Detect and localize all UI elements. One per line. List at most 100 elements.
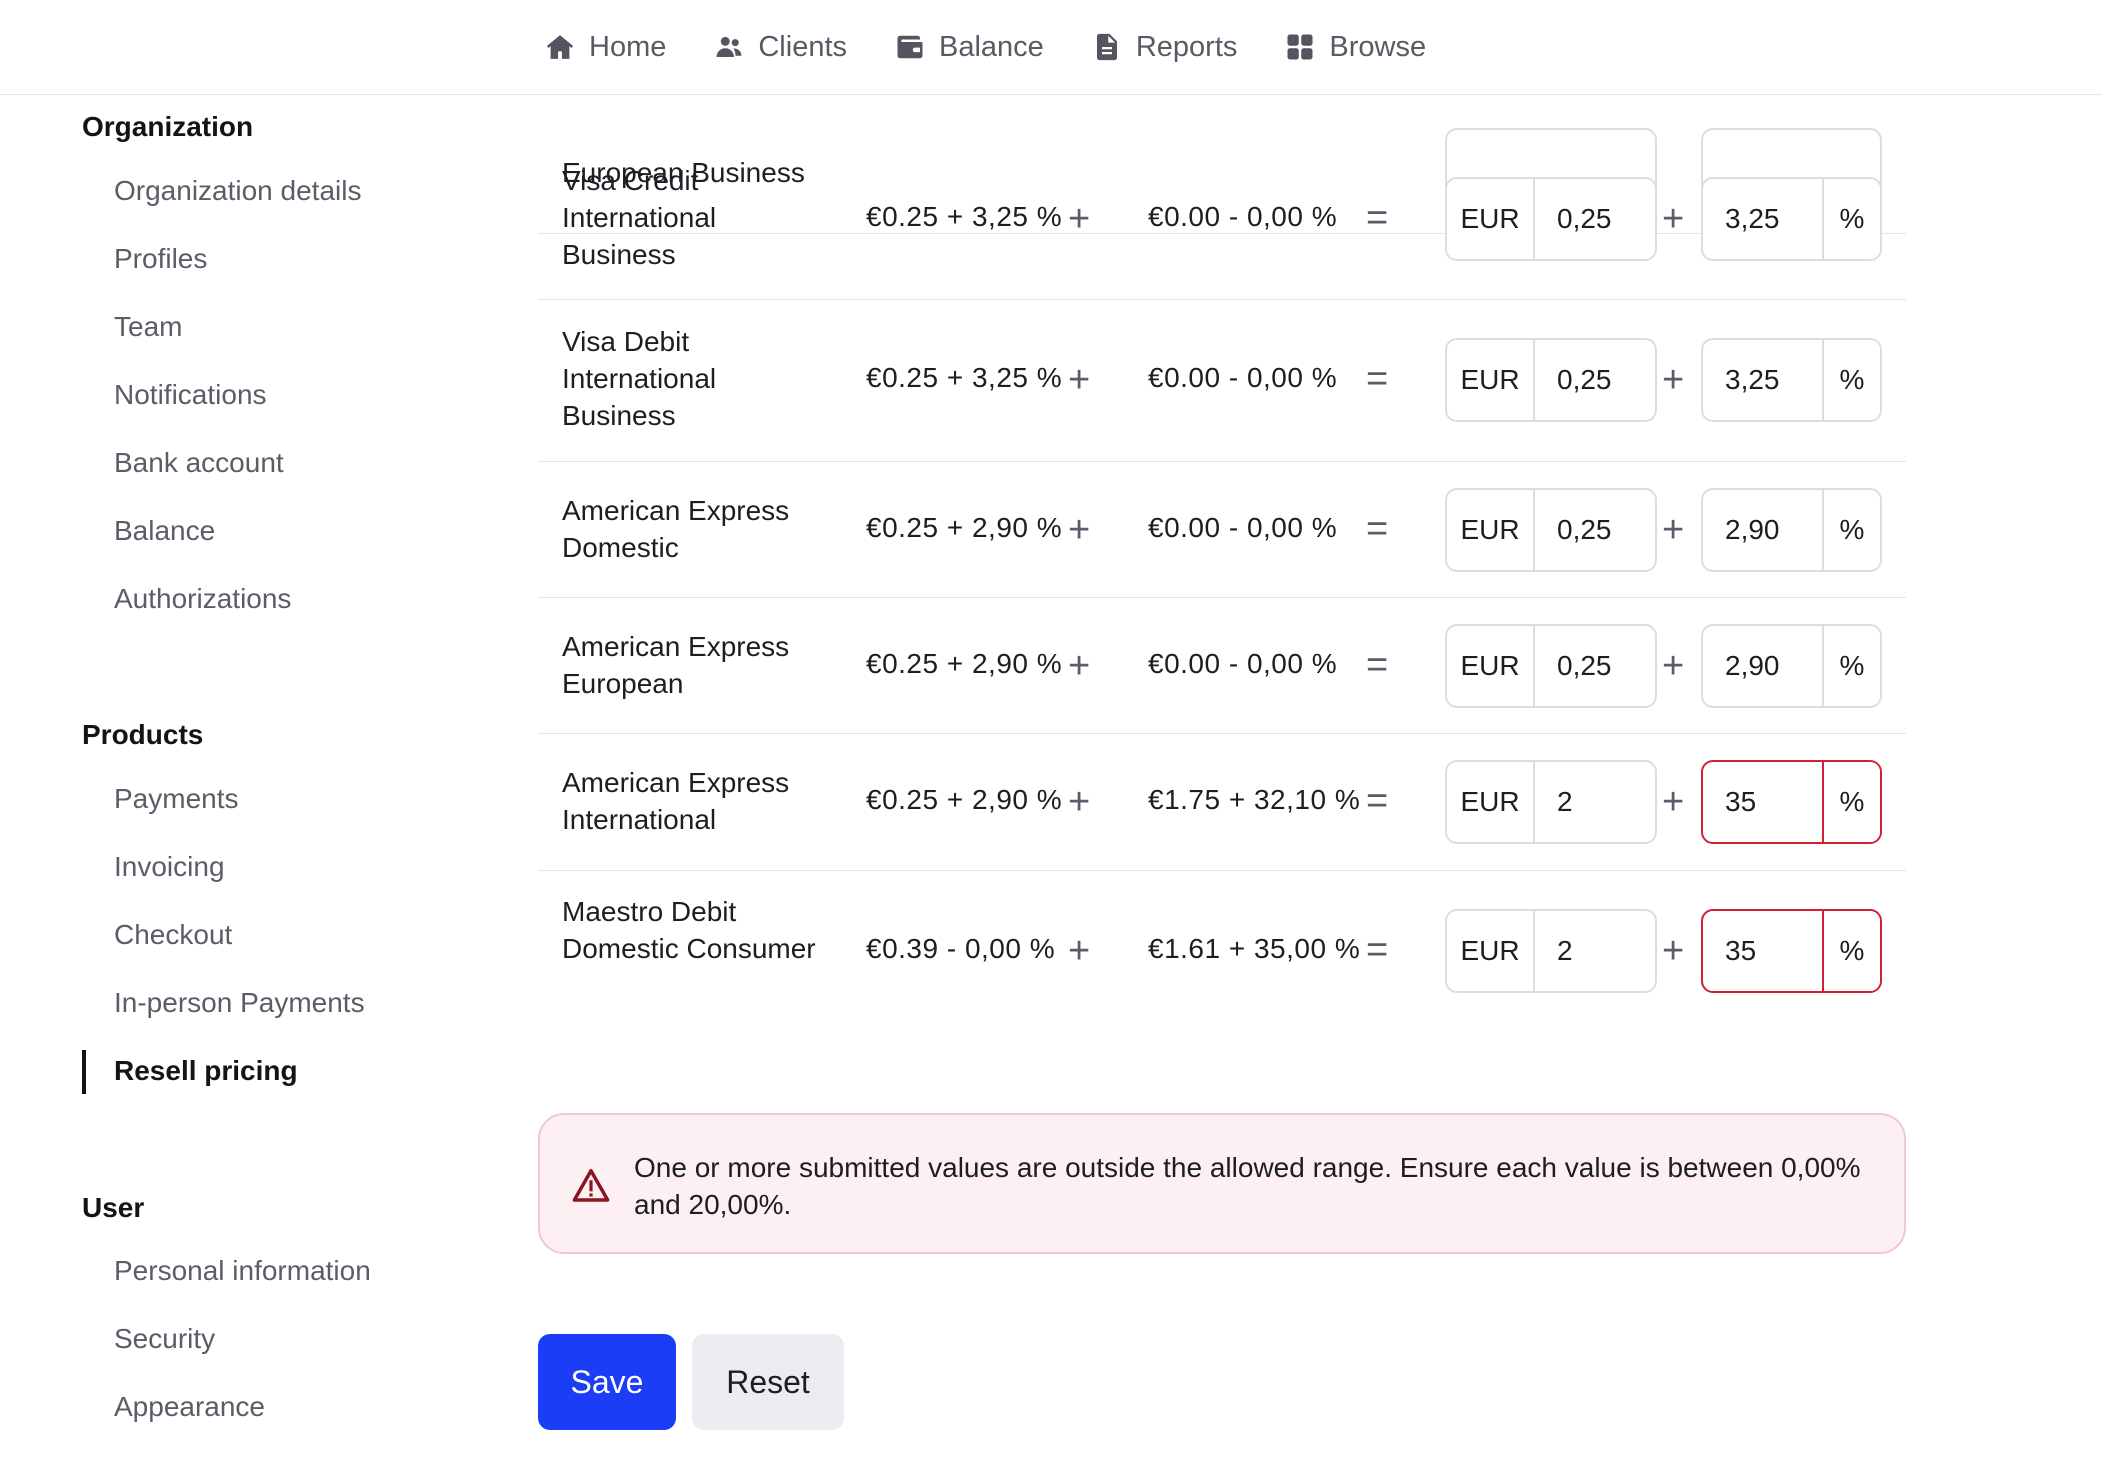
save-button[interactable]: Save bbox=[538, 1334, 676, 1430]
percent-fee-input[interactable] bbox=[1703, 911, 1822, 991]
percent-fee-input[interactable] bbox=[1703, 626, 1822, 706]
plus-icon: + bbox=[1068, 359, 1091, 401]
sidebar-item-balance[interactable]: Balance bbox=[114, 515, 216, 546]
fee-difference: €0.00 - 0,00 % bbox=[1148, 201, 1338, 232]
sidebar-item-personal-information[interactable]: Personal information bbox=[114, 1255, 371, 1286]
sidebar-item-authorizations[interactable]: Authorizations bbox=[114, 583, 292, 614]
percent-fee-input-group: % bbox=[1701, 338, 1882, 422]
table-row: American Express Domestic €0.25 + 2,90 %… bbox=[538, 462, 1906, 598]
nav-browse-label: Browse bbox=[1329, 30, 1427, 63]
equals-icon: = bbox=[1366, 358, 1389, 400]
grid-icon bbox=[1287, 34, 1313, 60]
sidebar-heading-user: User bbox=[82, 1192, 145, 1223]
currency-addon: EUR bbox=[1447, 179, 1535, 259]
plus-icon: + bbox=[1068, 645, 1091, 687]
nav-reports[interactable]: Reports bbox=[1092, 30, 1238, 64]
equals-icon: = bbox=[1366, 644, 1389, 686]
currency-addon: EUR bbox=[1447, 762, 1535, 842]
nav-browse[interactable]: Browse bbox=[1285, 31, 1426, 64]
nav-clients[interactable]: Clients bbox=[714, 31, 847, 64]
fee-difference: €0.00 - 0,00 % bbox=[1148, 512, 1338, 543]
fixed-fee-input[interactable] bbox=[1535, 340, 1655, 420]
base-fee: €0.25 + 2,90 % bbox=[866, 512, 1063, 543]
sidebar-item-in-person-payments[interactable]: In-person Payments bbox=[114, 987, 365, 1018]
home-icon bbox=[546, 35, 574, 59]
fixed-fee-input-group: EUR bbox=[1445, 488, 1657, 572]
fixed-fee-input[interactable] bbox=[1535, 626, 1655, 706]
base-fee: €0.25 + 2,90 % bbox=[866, 648, 1063, 679]
table-row: American Express International €0.25 + 2… bbox=[538, 734, 1906, 871]
equals-icon: = bbox=[1366, 780, 1389, 822]
percent-fee-input[interactable] bbox=[1703, 762, 1822, 842]
top-navigation: Home Clients Balance Reports Browse bbox=[0, 0, 2102, 95]
percent-addon: % bbox=[1822, 911, 1880, 991]
nav-home[interactable]: Home bbox=[545, 31, 666, 64]
percent-addon: % bbox=[1822, 762, 1880, 842]
plus-icon: + bbox=[1068, 930, 1091, 972]
nav-reports-label: Reports bbox=[1135, 30, 1238, 63]
row-name: American Express European bbox=[562, 631, 790, 699]
sidebar-item-organization-details[interactable]: Organization details bbox=[114, 175, 362, 206]
table-row: Visa Debit International Business €0.25 … bbox=[538, 300, 1906, 462]
users-icon bbox=[716, 36, 742, 57]
plus-icon: + bbox=[1068, 509, 1091, 551]
currency-addon: EUR bbox=[1447, 626, 1535, 706]
plus-icon: + bbox=[1662, 359, 1685, 401]
reset-button[interactable]: Reset bbox=[692, 1334, 844, 1430]
base-fee: €0.25 + 2,90 % bbox=[866, 784, 1063, 815]
plus-icon: + bbox=[1068, 198, 1091, 240]
table-row: Maestro Debit Domestic Consumer €0.39 - … bbox=[538, 871, 1906, 1031]
row-name: Maestro Debit Domestic Consumer bbox=[562, 896, 816, 964]
fixed-fee-input-group: EUR bbox=[1445, 760, 1657, 844]
sidebar-item-payments[interactable]: Payments bbox=[114, 783, 239, 814]
percent-fee-input[interactable] bbox=[1703, 490, 1822, 570]
sidebar-item-notifications[interactable]: Notifications bbox=[114, 379, 267, 410]
currency-addon: EUR bbox=[1447, 340, 1535, 420]
plus-icon: + bbox=[1662, 645, 1685, 687]
sidebar-item-invoicing[interactable]: Invoicing bbox=[114, 851, 225, 882]
equals-icon: = bbox=[1366, 197, 1389, 239]
percent-fee-input[interactable] bbox=[1703, 340, 1822, 420]
sidebar-heading-products: Products bbox=[82, 719, 204, 750]
fixed-fee-input-group: EUR bbox=[1445, 624, 1657, 708]
sidebar-item-security[interactable]: Security bbox=[114, 1323, 216, 1354]
percent-fee-input-group-error: % bbox=[1701, 760, 1882, 844]
plus-icon: + bbox=[1068, 781, 1091, 823]
fixed-fee-input-group: EUR bbox=[1445, 177, 1657, 261]
plus-icon: + bbox=[1662, 930, 1685, 972]
sidebar-active-indicator bbox=[82, 1050, 86, 1094]
equals-icon: = bbox=[1366, 929, 1389, 971]
equals-icon: = bbox=[1366, 508, 1389, 550]
row-name: European Business bbox=[562, 157, 805, 188]
fixed-fee-input-group: EUR bbox=[1445, 338, 1657, 422]
base-fee: €0.25 + 3,25 % bbox=[866, 362, 1063, 393]
currency-addon: EUR bbox=[1447, 911, 1535, 991]
sidebar-item-bank-account[interactable]: Bank account bbox=[114, 447, 284, 478]
percent-fee-input[interactable] bbox=[1703, 179, 1822, 259]
error-alert-message: One or more submitted values are outside… bbox=[634, 1152, 1861, 1220]
sidebar-item-resell-pricing[interactable]: Resell pricing bbox=[114, 1055, 298, 1086]
nav-balance[interactable]: Balance bbox=[895, 31, 1044, 64]
percent-addon: % bbox=[1822, 490, 1880, 570]
sidebar-item-team[interactable]: Team bbox=[114, 311, 183, 342]
file-icon bbox=[1096, 33, 1117, 61]
sidebar-item-profiles[interactable]: Profiles bbox=[114, 243, 208, 274]
plus-icon: + bbox=[1662, 781, 1685, 823]
base-fee: €0.25 + 3,25 % bbox=[866, 201, 1063, 232]
sidebar-heading-organization: Organization bbox=[82, 111, 254, 142]
fixed-fee-input[interactable] bbox=[1535, 179, 1655, 259]
sidebar-item-checkout[interactable]: Checkout bbox=[114, 919, 233, 950]
fixed-fee-input[interactable] bbox=[1535, 911, 1655, 991]
warning-triangle-icon bbox=[572, 1169, 610, 1202]
fixed-fee-input-group: EUR bbox=[1445, 909, 1657, 993]
fee-difference: €1.75 + 32,10 % bbox=[1148, 784, 1361, 815]
fixed-fee-input[interactable] bbox=[1535, 762, 1655, 842]
plus-icon: + bbox=[1662, 198, 1685, 240]
percent-addon: % bbox=[1822, 626, 1880, 706]
row-name: Visa Debit International Business bbox=[562, 326, 717, 431]
table-row: American Express European €0.25 + 2,90 %… bbox=[538, 598, 1906, 734]
fixed-fee-input[interactable] bbox=[1535, 490, 1655, 570]
sidebar-item-appearance[interactable]: Appearance bbox=[114, 1391, 266, 1422]
nav-balance-label: Balance bbox=[939, 30, 1044, 63]
fee-difference: €1.61 + 35,00 % bbox=[1148, 933, 1361, 964]
